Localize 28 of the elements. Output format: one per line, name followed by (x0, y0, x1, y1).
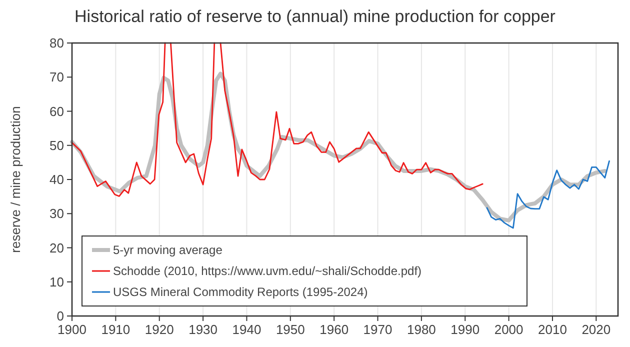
y-tick-label: 0 (56, 308, 64, 324)
x-tick-label: 1980 (406, 322, 436, 337)
x-tick-label: 1990 (450, 322, 480, 337)
line-series (486, 160, 610, 229)
y-tick-label: 40 (50, 172, 64, 188)
x-tick-label: 1950 (276, 322, 305, 337)
legend-label: USGS Mineral Commodity Reports (1995-2024) (113, 285, 368, 300)
x-tick-label: 2010 (538, 322, 567, 337)
y-tick-label: 70 (50, 70, 64, 85)
y-tick-label: 10 (50, 274, 64, 290)
x-tick-label: 1960 (320, 322, 349, 337)
y-tick-label: 80 (50, 36, 64, 51)
x-tick-label: 1930 (188, 322, 218, 337)
x-tick-label: 1920 (144, 322, 174, 337)
y-tick-label: 20 (50, 240, 64, 256)
y-tick-label: 60 (50, 104, 64, 119)
x-tick-label: 1910 (101, 322, 130, 337)
y-tick-label: 30 (50, 206, 64, 222)
legend-label: Schodde (2010, https://www.uvm.edu/~shali/Schodde.pdf) (113, 264, 422, 278)
x-tick-label: 2020 (582, 322, 611, 337)
chart-title: Historical ratio of reserve to (annual) mine production for copper (74, 7, 556, 26)
x-tick-label: 2000 (494, 322, 524, 337)
legend-label: 5-yr moving average (113, 243, 223, 258)
x-tick-label: 1900 (58, 322, 86, 337)
x-tick-label: 1970 (363, 322, 392, 337)
x-tick-label: 1940 (232, 322, 262, 337)
y-axis-title: reserve / mine production (8, 106, 23, 253)
y-tick-label: 50 (50, 138, 64, 153)
